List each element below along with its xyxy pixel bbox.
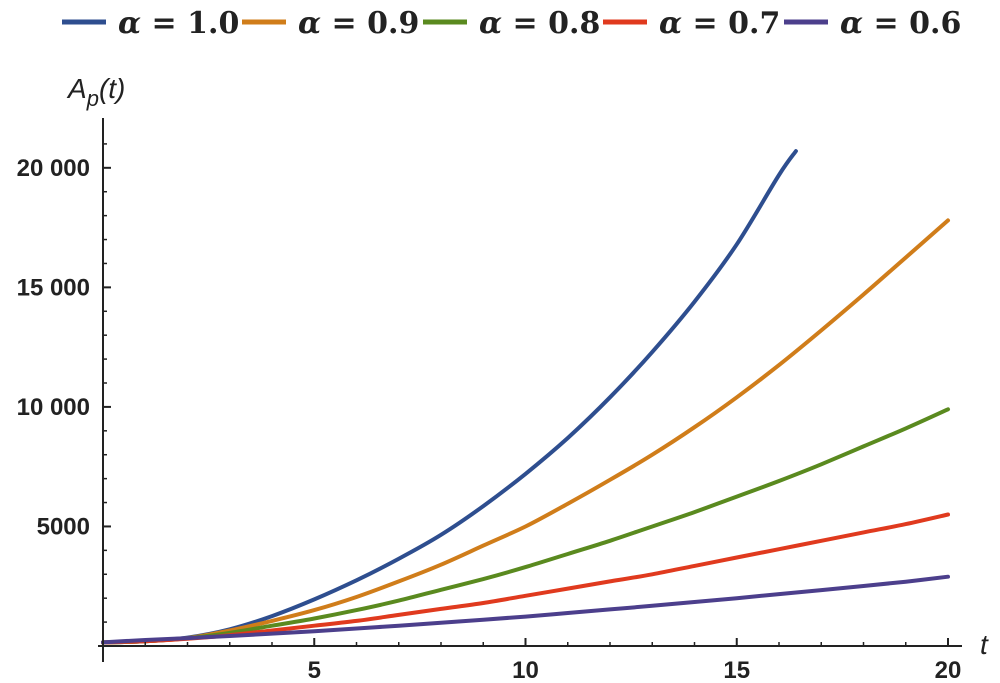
axes: [98, 118, 962, 662]
series-line-0: [101, 149, 798, 645]
y-axis-label-sub: p: [86, 86, 99, 111]
legend-alpha-symbol: α: [659, 6, 682, 41]
series-line-2: [101, 407, 950, 645]
y-axis-label: Ap(t): [66, 73, 125, 111]
y-tick-label: 20 000: [17, 155, 90, 182]
x-tick-label: 20: [935, 657, 962, 683]
y-tick-label: 5000: [37, 513, 90, 540]
series-curves: [101, 149, 950, 645]
series-line-3: [101, 512, 950, 645]
legend-label-3: α = 0.7: [659, 6, 780, 41]
x-tick-label: 15: [723, 657, 750, 683]
series-line-1: [101, 218, 950, 645]
legend-label-4: α = 0.6: [840, 6, 961, 41]
legend-alpha-symbol: α: [840, 6, 863, 41]
legend-alpha-symbol: α: [118, 6, 141, 41]
x-axis-label: t: [980, 629, 989, 660]
legend-alpha-symbol: α: [479, 6, 502, 41]
y-tick-label: 15 000: [17, 274, 90, 301]
y-axis-label-main: A: [66, 73, 87, 104]
ticks: 5 10 15 20 5000 10 000 15 000 20 000: [17, 143, 962, 683]
legend-label-0: α = 1.0: [118, 6, 239, 41]
y-axis-label-arg: (t): [99, 73, 125, 104]
series-line-4: [101, 574, 950, 645]
x-tick-label: 10: [512, 657, 539, 683]
legend-value: = 1.0: [141, 6, 239, 41]
legend: α = 1.0 α = 0.9 α = 0.8 α = 0.7 α = 0.6: [62, 6, 961, 41]
y-tick-label: 10 000: [17, 394, 90, 421]
legend-value: = 0.6: [863, 6, 961, 41]
legend-label-2: α = 0.8: [479, 6, 600, 41]
legend-label-1: α = 0.9: [298, 6, 419, 41]
legend-value: = 0.8: [502, 6, 600, 41]
legend-alpha-symbol: α: [298, 6, 321, 41]
legend-value: = 0.9: [321, 6, 419, 41]
legend-value: = 0.7: [682, 6, 780, 41]
x-tick-label: 5: [308, 657, 321, 683]
